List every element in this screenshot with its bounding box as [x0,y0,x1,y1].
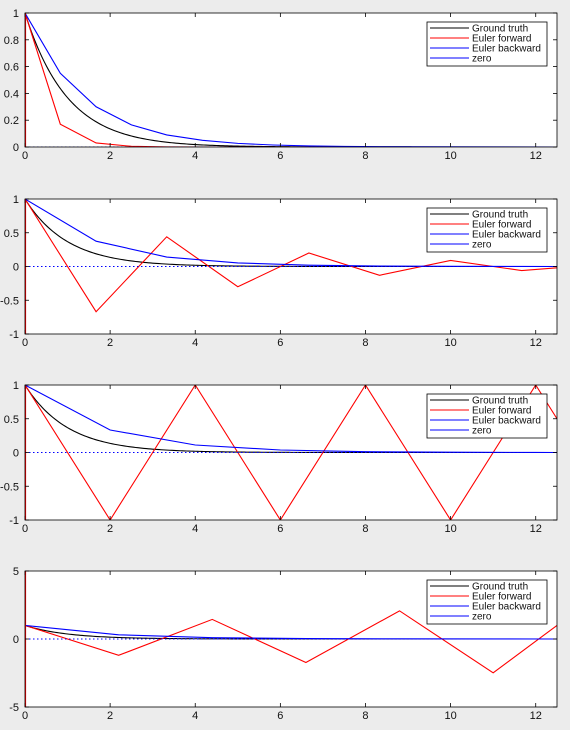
y-tick-label: -0.5 [0,295,19,307]
x-tick-label: 2 [107,337,113,349]
legend-box [426,207,548,253]
x-tick-label: 8 [362,150,368,162]
series-line-euler-forward [25,199,557,313]
y-tick-label: -1 [9,329,19,341]
legend-label: zero [472,54,492,65]
plot-lines [25,199,557,313]
x-tick-label: 0 [22,337,28,349]
legend-label: Euler forward [472,220,531,231]
series-line-euler-forward [25,610,557,674]
legend-label: Euler forward [472,34,531,45]
y-tick-label: 0 [13,262,19,274]
x-tick-label: 6 [277,523,283,535]
y-tick-label: 0 [13,142,19,154]
x-tick-label: 12 [530,150,542,162]
legend-label: Euler backward [472,230,541,241]
y-tick-label: 0 [13,448,19,460]
x-tick-label: 4 [192,710,198,722]
legend-label: Euler backward [472,416,541,427]
legend-label: Euler backward [472,602,541,613]
y-tick-label: 1 [13,194,19,206]
x-tick-label: 2 [107,710,113,722]
legend-label: zero [472,240,492,251]
axes-frame [24,12,558,148]
legend-label: Euler forward [472,592,531,603]
x-tick-label: 12 [530,523,542,535]
y-tick-label: 0.8 [4,35,19,47]
legend-label: Ground truth [472,210,528,221]
x-tick-label: 4 [192,337,198,349]
legend-label: Ground truth [472,24,528,35]
legend-box [426,579,548,625]
x-tick-label: 6 [277,337,283,349]
x-tick-label: 0 [22,710,28,722]
x-tick-label: 2 [107,523,113,535]
y-tick-label: 0.5 [4,414,19,426]
legend-box [426,393,548,439]
y-tick-label: 5 [13,566,19,578]
y-tick-label: 0.2 [4,115,19,127]
x-tick-label: 0 [22,523,28,535]
x-tick-label: 2 [107,150,113,162]
y-tick-label: 0.4 [4,88,19,100]
x-tick-label: 8 [362,523,368,535]
x-tick-label: 4 [192,523,198,535]
legend-label: Euler backward [472,44,541,55]
legend-box [426,21,548,67]
x-tick-label: 10 [444,150,456,162]
x-tick-label: 12 [530,337,542,349]
legend-label: Ground truth [472,582,528,593]
y-tick-label: 0 [13,634,19,646]
legend-label: Ground truth [472,396,528,407]
x-tick-label: 6 [277,150,283,162]
y-tick-label: 0.6 [4,62,19,74]
y-tick-label: -1 [9,515,19,527]
x-tick-label: 0 [22,150,28,162]
x-tick-label: 8 [362,337,368,349]
x-tick-label: 8 [362,710,368,722]
plot-lines [25,610,557,674]
y-tick-label: -5 [9,702,19,714]
y-tick-label: 1 [13,380,19,392]
x-tick-label: 6 [277,710,283,722]
x-tick-label: 4 [192,150,198,162]
legend-label: Euler forward [472,406,531,417]
y-tick-label: 1 [13,8,19,20]
y-tick-label: -0.5 [0,481,19,493]
y-tick-label: 0.5 [4,228,19,240]
x-tick-label: 10 [444,523,456,535]
legend-label: zero [472,426,492,437]
x-tick-label: 10 [444,337,456,349]
legend-label: zero [472,612,492,623]
x-tick-label: 12 [530,710,542,722]
x-tick-label: 10 [444,710,456,722]
